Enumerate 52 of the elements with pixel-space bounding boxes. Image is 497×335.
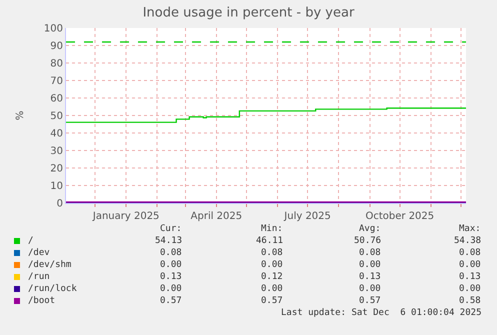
text: 0.00	[160, 284, 182, 294]
legend-label: /run	[28, 272, 50, 282]
text: 0.00	[160, 260, 182, 270]
text: Min:	[261, 224, 283, 234]
x-tick-label: July 2025	[283, 211, 331, 222]
y-tick-label: 30	[50, 146, 63, 157]
legend-label: /dev	[28, 248, 50, 258]
x-tick-label: October 2025	[366, 211, 434, 222]
text: 0.58	[459, 296, 481, 306]
text: 0.13	[160, 272, 182, 282]
text: 0.08	[160, 248, 182, 258]
text: 54.13	[155, 236, 182, 246]
text: 0.57	[359, 296, 381, 306]
text: 0.00	[359, 284, 381, 294]
y-tick-label: 100	[44, 24, 63, 34]
y-tick-label: 80	[50, 58, 63, 70]
y-tick-label: 60	[50, 94, 63, 104]
text: 0.08	[261, 248, 283, 258]
y-axis-title: %	[14, 110, 26, 120]
y-tick-label: 20	[50, 164, 63, 174]
chart-title: Inode usage in percent - by year	[142, 6, 355, 21]
text: 0.00	[261, 260, 283, 270]
text: 46.11	[256, 236, 284, 246]
y-tick-label: 70	[50, 76, 63, 87]
x-tick-label: January 2025	[92, 211, 160, 222]
legend-label: /run/lock	[28, 284, 78, 294]
text: Max:	[459, 224, 481, 234]
text: 0.08	[359, 248, 381, 258]
text: 0.00	[261, 284, 283, 294]
x-tick-label: April 2025	[190, 211, 242, 222]
legend-label: /boot	[28, 296, 56, 306]
text: Avg:	[359, 224, 381, 234]
text: Last update: Sat Dec 6 01:00:04 2025	[281, 308, 482, 318]
text: 0.00	[459, 260, 481, 270]
text: 0.08	[459, 248, 481, 258]
legend-label: /	[28, 236, 34, 246]
text: 50.76	[354, 236, 382, 246]
text: Cur:	[160, 224, 182, 234]
text: 0.13	[359, 272, 381, 282]
text: 0.13	[459, 272, 481, 282]
text: 0.00	[359, 260, 381, 270]
text: 0.57	[261, 296, 283, 306]
text: 0.00	[459, 284, 481, 294]
y-tick-label: 40	[50, 128, 63, 140]
legend-label: /dev/shm	[28, 260, 72, 270]
y-tick-label: 10	[50, 181, 63, 192]
y-tick-label: 90	[50, 41, 63, 52]
text: 0.12	[261, 272, 283, 282]
text: 0.57	[160, 296, 182, 306]
y-tick-label: 0	[56, 198, 63, 210]
y-tick-label: 50	[50, 111, 63, 122]
text: 54.38	[454, 236, 482, 246]
